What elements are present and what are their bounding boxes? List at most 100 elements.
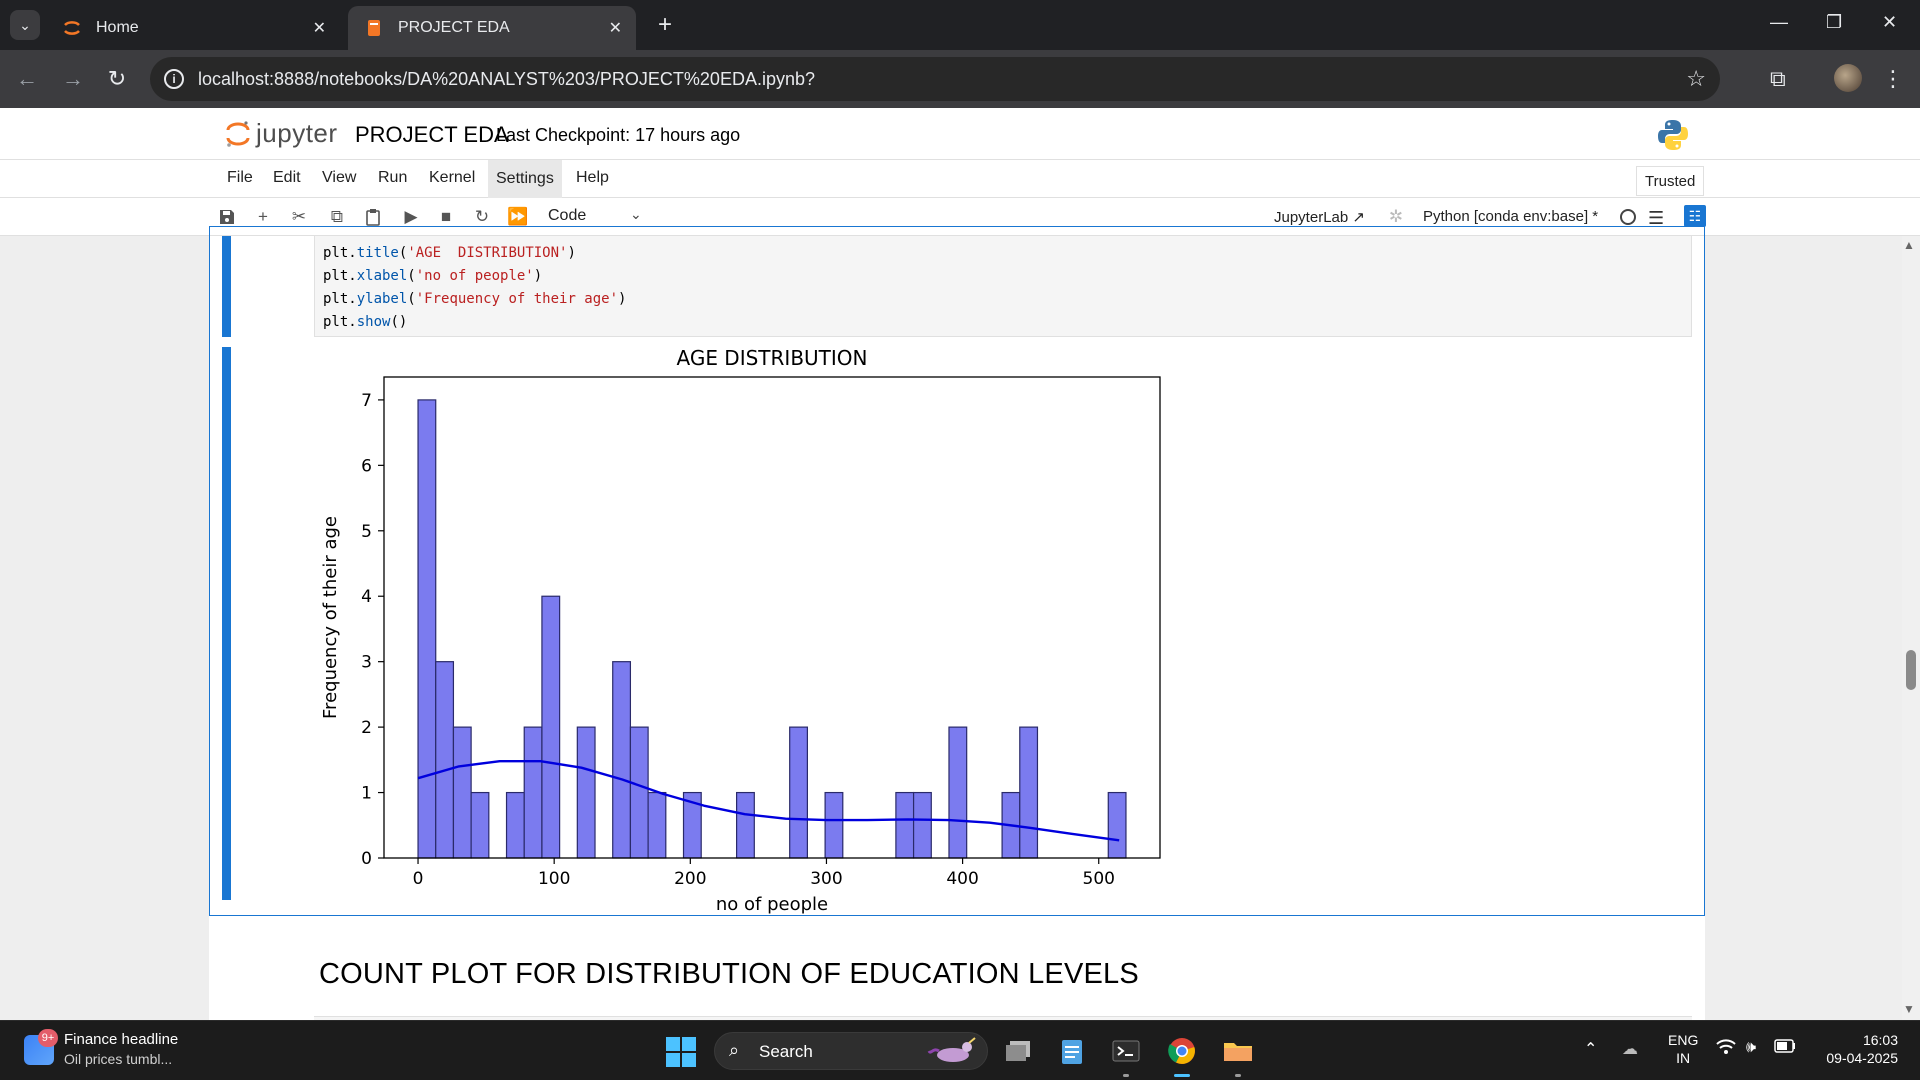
code-string: 'Frequency of their age' [415, 291, 619, 307]
input-collapser[interactable] [222, 236, 231, 337]
back-icon[interactable]: ← [16, 66, 38, 91]
notepad-icon[interactable] [1056, 1035, 1088, 1067]
menu-edit[interactable]: Edit [273, 169, 301, 186]
trusted-indicator[interactable]: Trusted [1636, 166, 1705, 196]
clock-date: 09-04-2025 [1826, 1050, 1898, 1066]
close-tab-icon[interactable]: ✕ [312, 20, 326, 37]
bookmark-star-icon[interactable]: ☆ [1686, 66, 1706, 91]
jupyter-wordmark: jupyter [256, 118, 338, 148]
kernel-name[interactable]: Python [conda env:base] * [1423, 208, 1599, 225]
wifi-icon[interactable] [1716, 1039, 1736, 1060]
add-cell-icon[interactable]: + [258, 207, 268, 226]
notebook-title[interactable]: PROJECT EDA [355, 122, 509, 147]
debugger-icon[interactable]: ✲ [1388, 207, 1404, 226]
code-line: plt.show() [323, 311, 1691, 334]
menu-help[interactable]: Help [576, 169, 609, 186]
search-icon: ⌕ [729, 1040, 740, 1060]
x-tick-label: 100 [538, 869, 570, 889]
active-cell[interactable] [209, 226, 1705, 916]
run-icon[interactable]: ▶ [404, 207, 418, 226]
jupyter-logo-icon [226, 120, 250, 148]
histogram-bar [576, 726, 596, 859]
property-inspector-icon[interactable]: ☷ [1684, 205, 1706, 227]
windows-taskbar: 9+ Finance headline Oil prices tumbl... … [0, 1020, 1920, 1080]
restart-run-all-icon[interactable]: ⏩ [507, 207, 529, 226]
extensions-icon[interactable]: ⧉ [1770, 66, 1786, 91]
x-tick-label: 300 [810, 869, 842, 889]
scroll-up-icon[interactable]: ▲ [1903, 238, 1915, 252]
histogram-bar [948, 726, 968, 859]
tab-search-menu-button[interactable]: ⌄ [10, 10, 40, 40]
news-subtitle[interactable]: Oil prices tumbl... [64, 1051, 173, 1067]
news-title[interactable]: Finance headline [64, 1031, 179, 1048]
code-text: plt. [323, 245, 357, 261]
notebook-toolbar: + ✂ ⧉ ▶ ■ ↻ ⏩ Code ⌄ JupyterLab ↗ ✲ Pyth… [0, 198, 1920, 236]
y-tick-label: 7 [361, 391, 372, 411]
file-explorer-icon[interactable] [1222, 1035, 1254, 1077]
menu-run[interactable]: Run [378, 169, 408, 186]
browser-menu-icon[interactable]: ⋮ [1882, 66, 1904, 91]
windows-start-icon[interactable] [666, 1037, 696, 1067]
menu-file[interactable]: File [227, 169, 253, 186]
chevron-down-icon[interactable]: ⌄ [630, 206, 642, 222]
reload-icon[interactable]: ↻ [107, 66, 127, 91]
tab-home[interactable]: Home ✕ [46, 6, 340, 50]
url-bar[interactable]: i localhost:8888/notebooks/DA%20ANALYST%… [150, 57, 1720, 101]
code-editor[interactable]: plt.title('AGE DISTRIBUTION') plt.xlabel(… [314, 236, 1692, 337]
code-text: plt. [323, 314, 357, 330]
forward-icon[interactable]: → [62, 66, 84, 91]
new-tab-button[interactable]: + [657, 11, 672, 38]
code-line: plt.ylabel('Frequency of their age') [323, 288, 1691, 311]
cell-type-select[interactable]: Code [548, 207, 587, 224]
battery-icon[interactable] [1774, 1039, 1796, 1058]
toc-icon[interactable]: ☰ [1648, 208, 1665, 228]
code-text: ( [398, 245, 408, 261]
histogram-bar [1019, 726, 1039, 859]
code-string: 'no of people' [415, 268, 534, 284]
menu-kernel[interactable]: Kernel [429, 169, 476, 186]
language-indicator[interactable]: ENG IN [1668, 1031, 1698, 1067]
code-text: ( [390, 314, 399, 330]
code-text: ) [618, 291, 627, 307]
taskbar-search[interactable]: ⌕ Search [714, 1032, 988, 1070]
url-text[interactable]: localhost:8888/notebooks/DA%20ANALYST%20… [198, 68, 816, 89]
chrome-icon[interactable] [1166, 1035, 1198, 1077]
next-code-cell[interactable] [314, 1016, 1692, 1020]
paste-icon[interactable] [362, 206, 384, 228]
site-info-icon[interactable]: i [164, 69, 184, 89]
jupyterlab-link[interactable]: JupyterLab ↗ [1274, 208, 1365, 226]
browser-tab-strip: ⌄ Home ✕ PROJECT EDA ✕ + — ❐ ✕ [0, 0, 1920, 50]
stop-icon[interactable]: ■ [440, 207, 452, 226]
tab-project-eda[interactable]: PROJECT EDA ✕ [348, 6, 636, 50]
vertical-scrollbar[interactable] [1902, 236, 1920, 1020]
menu-view[interactable]: View [322, 169, 357, 186]
menu-settings[interactable]: Settings [488, 160, 562, 198]
close-window-icon[interactable]: ✕ [1882, 12, 1898, 32]
histogram-bar [505, 791, 525, 859]
terminal-icon[interactable] [1110, 1035, 1142, 1077]
profile-avatar[interactable] [1834, 64, 1862, 92]
cut-icon[interactable]: ✂ [291, 207, 307, 226]
close-tab-icon[interactable]: ✕ [608, 20, 622, 37]
save-icon[interactable] [216, 206, 238, 228]
kernel-status-icon [1620, 209, 1636, 225]
search-label: Search [759, 1042, 813, 1061]
onedrive-offline-icon[interactable]: ☁ [1622, 1041, 1638, 1058]
restore-icon[interactable]: ❐ [1826, 12, 1843, 32]
minimize-icon[interactable]: — [1770, 12, 1788, 32]
y-tick-label: 3 [361, 653, 372, 673]
y-tick-label: 2 [361, 718, 372, 738]
scroll-down-icon[interactable]: ▼ [1903, 1002, 1915, 1016]
task-view-icon[interactable] [1002, 1035, 1034, 1067]
search-highlight-icon [927, 1037, 976, 1062]
copy-icon[interactable]: ⧉ [330, 207, 344, 226]
show-hidden-icons-chevron-icon[interactable]: ⌃ [1584, 1041, 1598, 1058]
volume-icon[interactable]: 🕪 [1746, 1039, 1757, 1056]
y-tick-label: 1 [361, 784, 372, 804]
tab-title: PROJECT EDA [398, 19, 510, 36]
restart-icon[interactable]: ↻ [474, 207, 490, 226]
output-collapser[interactable] [222, 347, 231, 900]
jupyter-logo[interactable]: jupyter [226, 118, 338, 149]
scrollbar-thumb[interactable] [1906, 650, 1916, 690]
system-clock[interactable]: 16:03 09-04-2025 [1818, 1031, 1898, 1067]
